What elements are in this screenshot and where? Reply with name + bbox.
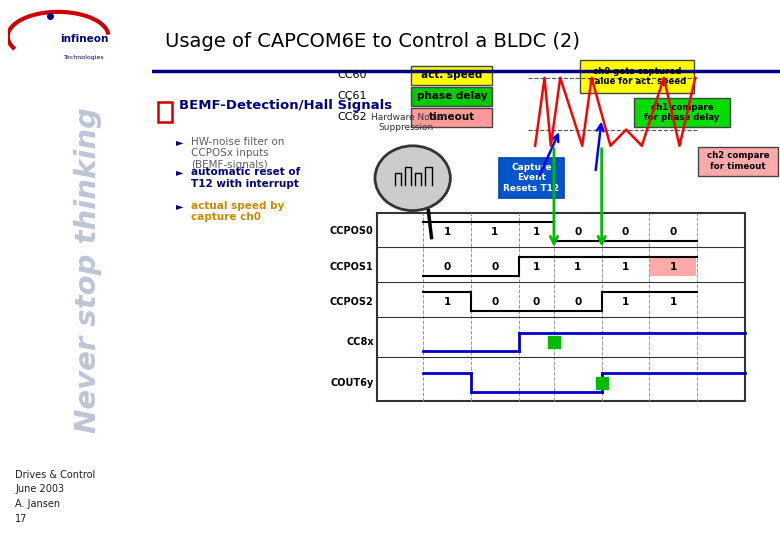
Text: CC62: CC62	[337, 112, 367, 123]
Text: BEMF-Detection/Hall Signals: BEMF-Detection/Hall Signals	[179, 99, 392, 112]
Text: 1: 1	[533, 227, 540, 237]
Text: CCPOS0: CCPOS0	[330, 226, 374, 237]
Text: CCPOS2: CCPOS2	[330, 296, 374, 307]
Text: 0: 0	[444, 262, 451, 272]
Bar	[158, 102, 172, 122]
FancyBboxPatch shape	[411, 87, 492, 106]
Text: 1: 1	[444, 298, 451, 307]
Text: phase delay: phase delay	[417, 91, 488, 102]
Text: 1: 1	[444, 227, 451, 237]
Text: Drives & Control: Drives & Control	[16, 470, 95, 480]
Text: 1: 1	[670, 298, 677, 307]
Text: 0: 0	[670, 227, 677, 237]
Text: CC8x: CC8x	[346, 337, 374, 347]
Text: Technologies: Technologies	[65, 55, 105, 60]
Text: 1: 1	[533, 262, 540, 272]
Text: ►: ►	[176, 201, 183, 211]
Text: ch0 gets captured
value for act. speed: ch0 gets captured value for act. speed	[589, 67, 686, 86]
Text: 0: 0	[533, 298, 540, 307]
Text: 0: 0	[574, 298, 581, 307]
Text: automatic reset of
T12 with interrupt: automatic reset of T12 with interrupt	[191, 167, 300, 189]
Text: 1: 1	[491, 227, 498, 237]
Text: ch2 compare
for timeout: ch2 compare for timeout	[707, 152, 769, 171]
Text: actual speed by
capture ch0: actual speed by capture ch0	[191, 201, 285, 222]
Text: COUT6y: COUT6y	[331, 377, 374, 388]
Text: ►: ►	[176, 137, 183, 147]
Text: act. speed: act. speed	[421, 70, 483, 80]
Text: ►: ►	[176, 167, 183, 178]
Text: 17: 17	[16, 514, 27, 524]
Bar	[650, 257, 697, 276]
Text: A. Jansen: A. Jansen	[16, 499, 60, 509]
Text: 0: 0	[491, 262, 498, 272]
Text: CCPOS1: CCPOS1	[330, 261, 374, 272]
Text: 1: 1	[670, 262, 677, 272]
Text: ch1 compare
for phase delay: ch1 compare for phase delay	[644, 103, 720, 122]
FancyBboxPatch shape	[498, 158, 564, 198]
Text: timeout: timeout	[429, 112, 475, 123]
Text: CC61: CC61	[337, 91, 367, 102]
Text: CC60: CC60	[337, 70, 367, 80]
Circle shape	[375, 146, 450, 211]
FancyBboxPatch shape	[411, 108, 492, 127]
FancyBboxPatch shape	[411, 66, 492, 85]
Text: 0: 0	[491, 298, 498, 307]
Bar	[377, 213, 745, 401]
FancyBboxPatch shape	[580, 60, 694, 93]
Text: June 2003: June 2003	[16, 484, 64, 495]
Text: Capture
Event
Resets T12: Capture Event Resets T12	[503, 163, 559, 193]
Text: 0: 0	[574, 227, 581, 237]
Text: HW-noise filter on
CCPOSx inputs
(BEMF-signals): HW-noise filter on CCPOSx inputs (BEMF-s…	[191, 137, 285, 170]
Text: 1: 1	[574, 262, 581, 272]
Text: Usage of CAPCOM6E to Control a BLDC (2): Usage of CAPCOM6E to Control a BLDC (2)	[165, 32, 580, 51]
FancyBboxPatch shape	[698, 147, 778, 176]
Text: 0: 0	[622, 227, 629, 237]
Text: Never stop thinking: Never stop thinking	[74, 107, 102, 433]
Text: Hardware Noise
Suppression: Hardware Noise Suppression	[370, 113, 442, 132]
Text: 1: 1	[622, 298, 629, 307]
Text: infineon: infineon	[61, 34, 109, 44]
Text: 1: 1	[622, 262, 629, 272]
FancyBboxPatch shape	[633, 98, 730, 127]
